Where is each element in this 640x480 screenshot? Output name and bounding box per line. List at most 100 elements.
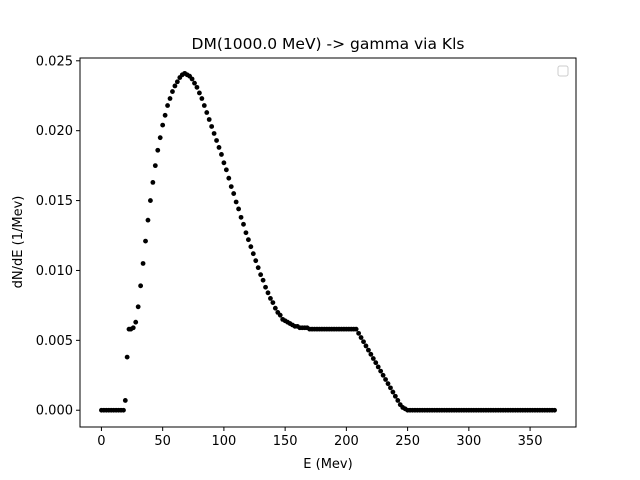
x-tick-label: 50 [154, 434, 171, 449]
data-point [248, 244, 254, 250]
data-point [353, 326, 359, 332]
data-point [192, 80, 197, 86]
x-axis: 0 50 100 150 200 250 300 350 [97, 427, 542, 449]
x-tick-label: 200 [334, 434, 359, 449]
data-point [172, 83, 178, 89]
data-point [216, 145, 222, 150]
data-point [255, 265, 261, 271]
data-point [135, 304, 141, 310]
y-tick-label: 0.025 [36, 54, 73, 69]
axes-frame [79, 57, 577, 428]
data-point [392, 393, 398, 399]
x-axis-label: E (Mev) [303, 457, 352, 472]
data-point [133, 319, 139, 325]
data-point [375, 364, 381, 370]
data-point [356, 330, 362, 336]
data-point [243, 230, 249, 236]
data-point [226, 175, 232, 181]
data-point [219, 152, 224, 157]
data-point [361, 339, 366, 345]
data-point [162, 112, 168, 118]
x-tick-label: 300 [456, 434, 481, 449]
y-tick-label: 0.000 [36, 404, 73, 419]
data-point [231, 191, 237, 196]
data-point [238, 214, 244, 220]
data-point [124, 354, 130, 360]
data-point [155, 147, 161, 153]
y-axis-label: dN/dE (1/Mev) [11, 196, 26, 289]
data-point [121, 407, 126, 413]
data-point [160, 122, 166, 128]
data-point [268, 296, 273, 301]
data-point [170, 89, 175, 94]
x-tick-label: 350 [518, 434, 543, 449]
data-point [150, 179, 156, 185]
y-tick-label: 0.005 [36, 334, 73, 349]
data-point [201, 103, 207, 108]
data-point [152, 163, 158, 169]
y-tick-label: 0.015 [36, 194, 73, 209]
data-point [204, 110, 210, 115]
data-point [277, 312, 283, 318]
data-point [263, 284, 268, 290]
x-tick-label: 100 [211, 434, 236, 449]
data-point [368, 351, 374, 357]
x-tick-label: 150 [273, 434, 298, 449]
data-point [206, 117, 212, 122]
data-point [380, 372, 386, 378]
data-point [552, 407, 557, 413]
data-point [233, 199, 239, 205]
data-point [148, 198, 153, 203]
data-point [174, 79, 180, 85]
data-point [241, 221, 246, 227]
data-point [390, 389, 396, 395]
data-point [138, 283, 144, 289]
data-point [122, 398, 128, 403]
data-point [140, 261, 146, 266]
data-point [370, 356, 376, 361]
data-point [228, 184, 234, 189]
data-point [209, 124, 215, 129]
y-tick-label: 0.010 [36, 264, 73, 279]
data-point [260, 277, 266, 283]
legend-box [557, 65, 569, 77]
data-series [99, 70, 557, 413]
data-point [167, 96, 173, 101]
data-point [378, 368, 384, 374]
x-tick-label: 250 [395, 434, 420, 449]
data-point [194, 84, 200, 90]
data-point [236, 206, 241, 212]
data-point [395, 398, 401, 403]
plot-area: 0 50 100 150 200 250 300 350 0.0000.0050.0100.0… [36, 54, 577, 449]
data-point [373, 360, 379, 366]
data-point [250, 251, 256, 257]
y-axis: 0.000 0.005 0.010 0.015 0.020 0.025 [36, 54, 80, 419]
data-point [211, 131, 217, 136]
y-tick-label: 0.020 [36, 124, 73, 139]
data-point [358, 335, 364, 340]
data-point [197, 90, 202, 96]
data-point [199, 96, 205, 101]
data-point [143, 238, 148, 244]
data-point [363, 343, 369, 349]
data-point [223, 167, 229, 173]
x-tick-label: 0 [97, 434, 105, 449]
data-point [258, 272, 264, 278]
data-point [366, 347, 371, 353]
data-point [385, 381, 391, 387]
data-point [221, 160, 227, 166]
data-point [145, 217, 151, 223]
data-point [388, 385, 393, 391]
data-point [272, 305, 278, 311]
data-point [130, 325, 136, 331]
data-point [245, 237, 251, 243]
data-point [165, 103, 170, 108]
data-point [189, 76, 195, 82]
chart-title: DM(1000.0 MeV) -> gamma via Kls [192, 35, 465, 53]
data-point [253, 258, 259, 264]
data-point [157, 135, 163, 141]
data-point [383, 377, 388, 382]
data-point [214, 138, 219, 143]
